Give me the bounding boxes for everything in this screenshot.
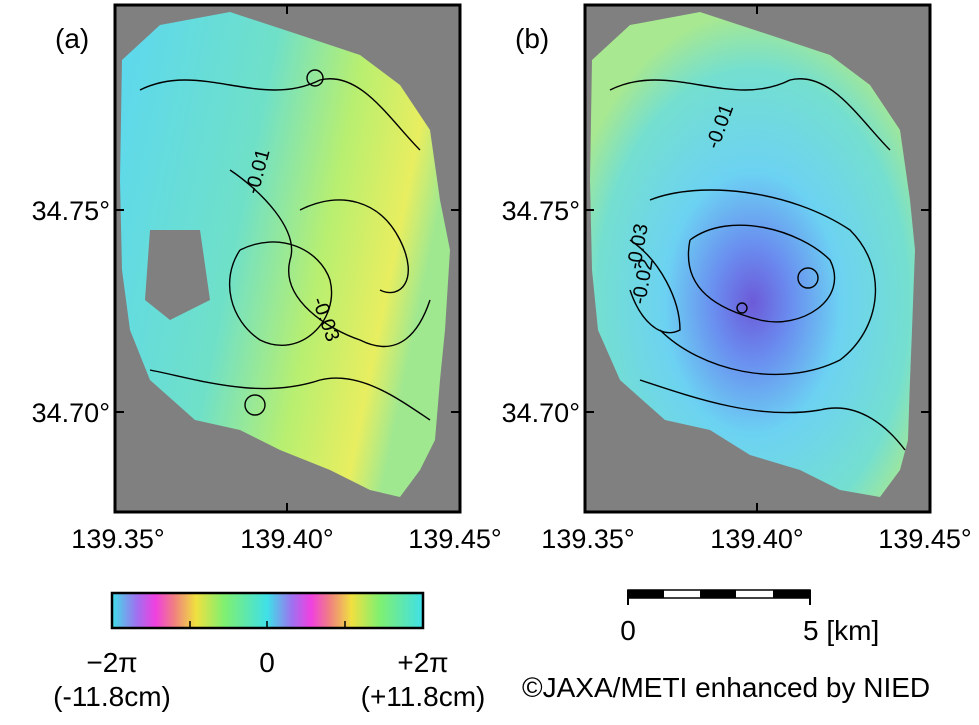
credit: ©JAXA/METI enhanced by NIED bbox=[522, 672, 930, 703]
y-tick-label: 34.70° bbox=[32, 398, 110, 428]
colorbar: −2π 0 +2π (-11.8cm) (+11.8cm) bbox=[53, 591, 486, 712]
y-tick-label: 34.75° bbox=[502, 196, 580, 226]
panel-label: (a) bbox=[55, 23, 89, 54]
scale-label: 5 [km] bbox=[803, 615, 879, 646]
colorbar-label: +2π bbox=[397, 647, 448, 678]
no-data bbox=[145, 230, 210, 320]
ticks bbox=[585, 5, 930, 512]
panel-a: -0.01 -0.03 (a) 34.75° 34.70° 139.35° 13… bbox=[32, 3, 502, 554]
colorbar-label: −2π bbox=[86, 647, 137, 678]
x-tick-label: 139.35° bbox=[71, 524, 164, 554]
colorbar-unit: (+11.8cm) bbox=[361, 681, 486, 712]
scale-bar: 0 5 [km] bbox=[620, 589, 879, 646]
ticks bbox=[115, 5, 460, 512]
panel-label: (b) bbox=[515, 23, 549, 54]
contours bbox=[139, 69, 431, 421]
y-tick-label: 34.75° bbox=[32, 196, 110, 226]
colorbar-unit: (-11.8cm) bbox=[53, 681, 171, 712]
interferogram bbox=[590, 12, 915, 497]
colorbar-label: 0 bbox=[259, 647, 275, 678]
x-tick-label: 139.35° bbox=[541, 524, 634, 554]
contours bbox=[609, 78, 906, 451]
y-tick-label: 34.70° bbox=[502, 398, 580, 428]
x-tick-label: 139.45° bbox=[408, 524, 501, 554]
x-tick-label: 139.40° bbox=[710, 524, 803, 554]
interferogram bbox=[120, 12, 450, 497]
x-tick-label: 139.45° bbox=[878, 524, 971, 554]
x-tick-label: 139.40° bbox=[240, 524, 333, 554]
panel-b: -0.01 -0.03 -0.02 (b) 34.75° 34.70° 139.… bbox=[502, 3, 972, 554]
scale-label: 0 bbox=[620, 615, 636, 646]
